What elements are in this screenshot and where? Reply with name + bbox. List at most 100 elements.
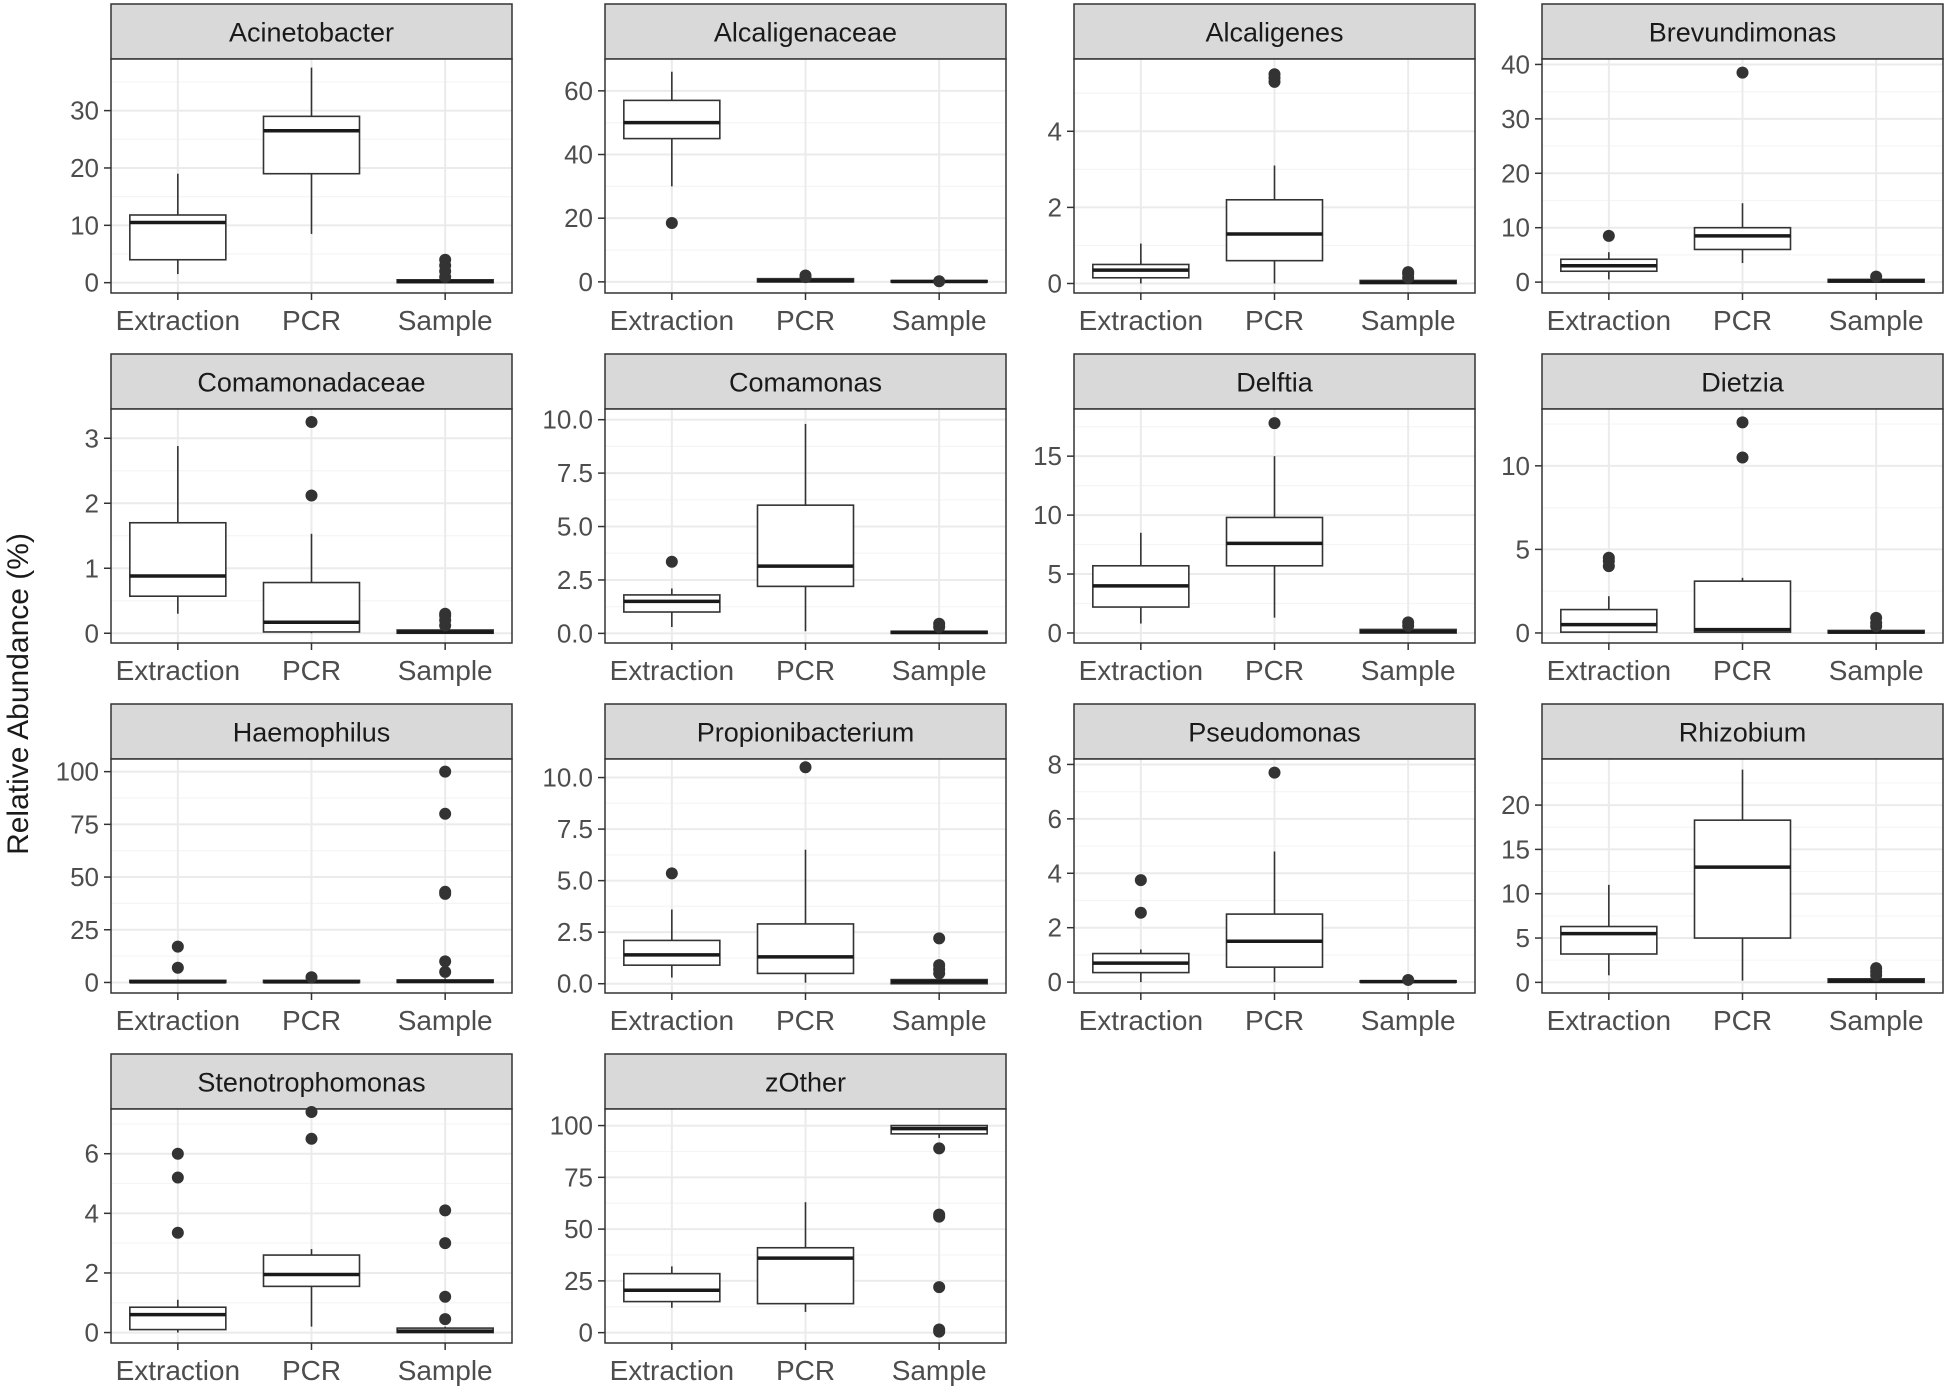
- y-tick-label: 10: [1033, 500, 1062, 530]
- outlier-point: [305, 1132, 318, 1145]
- facet-strip: [1073, 3, 1476, 60]
- y-tick-label: 0: [1048, 618, 1062, 648]
- facet-panel: Propionibacterium 0.0 2.5 5.0 7.5 10.0 Extract…: [542, 703, 1007, 1036]
- box-sample: [890, 617, 988, 635]
- box-sample: [890, 932, 988, 985]
- x-tick-label: Sample: [398, 1005, 493, 1036]
- facet-title: Comamonas: [729, 368, 882, 398]
- box-iqr: [262, 115, 361, 175]
- x-tick-label: Extraction: [116, 655, 241, 686]
- outlier-point: [439, 1290, 452, 1303]
- outlier-point: [439, 1313, 452, 1326]
- y-tick-label: 6: [85, 1139, 99, 1169]
- y-tick-label: 5: [1516, 534, 1530, 564]
- y-tick-label: 20: [1501, 158, 1530, 188]
- x-tick-label: PCR: [1245, 305, 1304, 336]
- outlier-point: [439, 955, 452, 968]
- facet-panel: Pseudomonas 0 2 4 6 8 Extraction PCR Sample: [1048, 703, 1476, 1036]
- x-tick-label: Sample: [1829, 305, 1924, 336]
- box-extraction: [623, 1266, 721, 1308]
- y-tick-label: 50: [564, 1214, 593, 1244]
- outlier-point: [439, 253, 452, 266]
- facet-strip: [1073, 353, 1476, 410]
- y-tick-label: 0: [1048, 268, 1062, 298]
- box-iqr: [129, 521, 227, 597]
- facet-title: Haemophilus: [233, 718, 391, 748]
- outlier-point: [1134, 874, 1147, 887]
- outlier-point: [933, 617, 946, 630]
- y-tick-label: 100: [56, 757, 99, 787]
- facet-strip: [604, 3, 1007, 60]
- y-tick-label: 60: [564, 76, 593, 106]
- outlier-point: [1268, 766, 1281, 779]
- x-tick-label: Extraction: [1079, 655, 1204, 686]
- box-iqr: [1693, 819, 1792, 939]
- y-tick-label: 2: [85, 1258, 99, 1288]
- facet-title: Brevundimonas: [1649, 18, 1837, 48]
- outlier-point: [1602, 551, 1615, 564]
- facet-panel: zOther 0 25 50 75 100 Extraction PCR Sample: [550, 1053, 1007, 1386]
- y-tick-label: 2.5: [557, 917, 593, 947]
- outlier-point: [305, 489, 318, 502]
- y-tick-label: 4: [85, 1198, 99, 1228]
- facet-panel: Delftia 0 5 10 15 Extraction PCR Sample: [1033, 353, 1476, 686]
- box-pcr: [1693, 769, 1792, 981]
- y-tick-label: 6: [1048, 804, 1062, 834]
- y-tick-label: 2: [85, 488, 99, 518]
- outlier-point: [1736, 451, 1749, 464]
- y-tick-label: 20: [564, 203, 593, 233]
- y-tick-label: 40: [1501, 49, 1530, 79]
- box-iqr: [1225, 198, 1324, 262]
- facet-title: Dietzia: [1701, 368, 1785, 398]
- facet-title: Stenotrophomonas: [197, 1068, 425, 1098]
- outlier-point: [1134, 906, 1147, 919]
- outlier-point: [933, 275, 946, 288]
- box-extraction: [1092, 532, 1190, 624]
- x-tick-label: Extraction: [610, 305, 735, 336]
- x-tick-label: PCR: [282, 655, 341, 686]
- outlier-point: [439, 1204, 452, 1217]
- outlier-point: [1402, 616, 1415, 629]
- box-sample: [1359, 266, 1457, 285]
- box-extraction: [623, 867, 721, 978]
- box-sample: [396, 607, 494, 635]
- y-tick-label: 75: [564, 1162, 593, 1192]
- facet-strip: [604, 1053, 1007, 1110]
- facet-panel: Comamonadaceae 0 1 2 3 Extraction PCR Sample: [85, 353, 513, 686]
- box-extraction: [1560, 229, 1658, 280]
- x-tick-label: Extraction: [1547, 305, 1672, 336]
- facet-panel: Stenotrophomonas 0 2 4 6 Extraction PCR Sample: [85, 1053, 513, 1386]
- outlier-point: [1402, 973, 1415, 986]
- facet-title: Alcaligenes: [1205, 18, 1343, 48]
- outlier-point: [171, 961, 184, 974]
- y-tick-label: 15: [1501, 834, 1530, 864]
- outlier-point: [305, 416, 318, 428]
- facet-strip: [1541, 353, 1944, 410]
- box-sample: [396, 253, 494, 284]
- facet-panel: Rhizobium 0 5 10 15 20 Extraction PCR Sample: [1501, 703, 1944, 1036]
- y-tick-label: 4: [1048, 858, 1062, 888]
- outlier-point: [1870, 611, 1883, 624]
- outlier-point: [1870, 270, 1883, 283]
- box-iqr: [262, 581, 361, 633]
- box-iqr: [623, 99, 721, 140]
- facet-strip: [604, 703, 1007, 760]
- outlier-point: [439, 765, 452, 778]
- facet-strip: [1541, 703, 1944, 760]
- y-tick-label: 5: [1048, 559, 1062, 589]
- outlier-point: [1602, 229, 1615, 242]
- box-iqr: [623, 1272, 721, 1303]
- x-tick-label: Sample: [1361, 655, 1456, 686]
- x-tick-label: PCR: [1713, 305, 1772, 336]
- box-sample: [396, 765, 494, 984]
- y-tick-label: 75: [70, 809, 99, 839]
- outlier-point: [171, 1147, 184, 1160]
- facet-title: Rhizobium: [1679, 718, 1807, 748]
- x-tick-label: PCR: [1713, 655, 1772, 686]
- facet-title: zOther: [765, 1068, 846, 1098]
- box-sample: [1359, 973, 1457, 986]
- outlier-point: [933, 1142, 946, 1155]
- outlier-point: [1736, 66, 1749, 79]
- outlier-point: [1402, 266, 1415, 279]
- y-tick-label: 2: [1048, 913, 1062, 943]
